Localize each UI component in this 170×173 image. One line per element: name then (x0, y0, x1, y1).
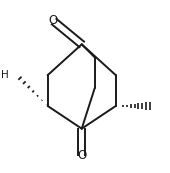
Text: O: O (49, 14, 58, 27)
Text: O: O (77, 149, 86, 162)
Text: H: H (1, 70, 9, 80)
